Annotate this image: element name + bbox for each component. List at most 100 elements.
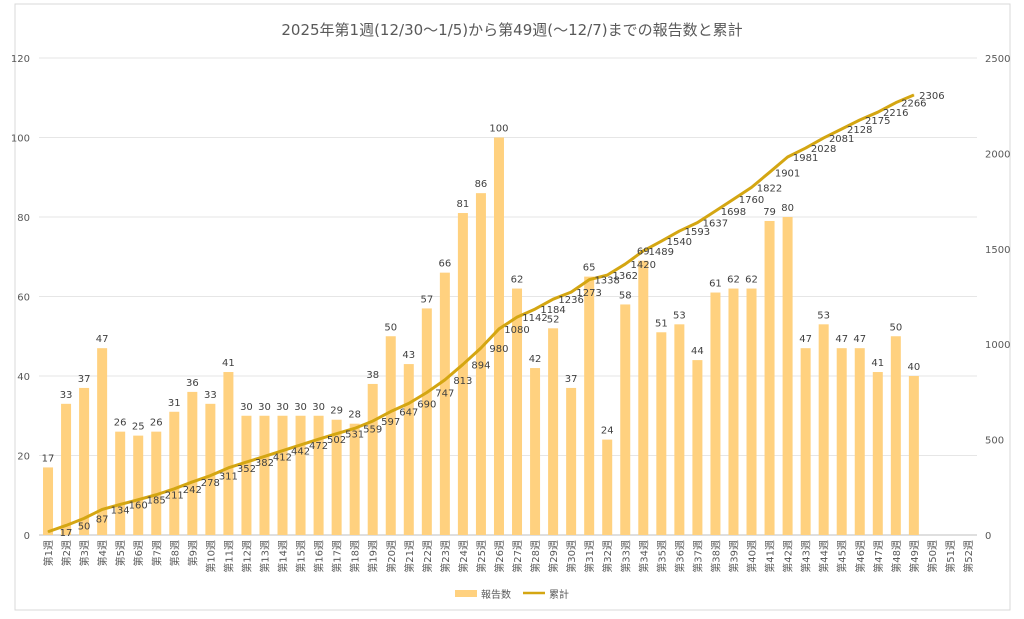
bar: [890, 336, 901, 535]
x-tick-label: 第41週: [764, 540, 777, 573]
bar: [187, 391, 198, 535]
line-point: [498, 328, 500, 330]
chart-title: 2025年第1週(12/30〜1/5)から第49週(〜12/7)までの報告数と累…: [281, 21, 742, 39]
bar-data-label: 42: [529, 354, 542, 365]
line-data-label: 134: [111, 505, 130, 516]
x-tick-label: 第25週: [475, 540, 488, 573]
bar: [656, 332, 667, 535]
line-point: [678, 230, 680, 232]
bar-data-label: 30: [240, 402, 253, 413]
bar: [728, 288, 739, 535]
line-point: [300, 444, 302, 446]
x-tick-label: 第35週: [655, 540, 668, 573]
bar: [620, 304, 631, 535]
bar: [475, 193, 486, 535]
x-tick-label: 第3週: [78, 540, 91, 566]
bar: [43, 467, 54, 535]
bar-data-label: 33: [60, 390, 73, 401]
bar-data-label: 33: [204, 390, 217, 401]
line-data-label: 50: [78, 521, 91, 532]
line-data-label: 1901: [775, 168, 800, 179]
line-data-label: 1637: [703, 219, 728, 230]
line-point: [426, 391, 428, 393]
line-data-label: 647: [399, 408, 418, 419]
bar-data-label: 51: [655, 318, 668, 329]
line-point: [769, 171, 771, 173]
x-tick-label: 第7週: [150, 540, 163, 566]
bar-data-label: 31: [168, 398, 181, 409]
x-tick-label: 第14週: [277, 540, 290, 573]
line-point: [263, 455, 265, 457]
bar: [97, 348, 108, 535]
x-tick-label: 第18週: [349, 540, 362, 573]
bar: [385, 336, 396, 535]
line-data-label: 1273: [576, 288, 601, 299]
bar: [439, 272, 450, 535]
bar: [692, 360, 703, 535]
bar-data-label: 65: [583, 263, 596, 274]
line-data-label: 2216: [883, 108, 908, 119]
bar-data-label: 47: [835, 334, 848, 345]
y-right-tick-label: 1000: [985, 340, 1010, 351]
line-data-label: 502: [327, 435, 346, 446]
bar: [403, 364, 414, 535]
bar: [764, 220, 775, 535]
bar-data-label: 61: [709, 279, 722, 290]
x-tick-label: 第9週: [186, 540, 199, 566]
line-point: [137, 499, 139, 501]
bar: [61, 403, 72, 535]
x-tick-label: 第42週: [782, 540, 795, 573]
bar: [151, 431, 162, 535]
line-point: [877, 111, 879, 113]
line-data-label: 1540: [667, 237, 692, 248]
line-data-label: 1760: [739, 195, 764, 206]
line-point: [336, 433, 338, 435]
line-data-label: 1822: [757, 183, 782, 194]
x-tick-label: 第31週: [583, 540, 596, 573]
line-data-label: 87: [96, 514, 109, 525]
bar-data-label: 26: [150, 418, 163, 429]
bar: [854, 348, 865, 535]
legend-label-cumulative: 累計: [549, 588, 569, 601]
line-data-label: 1236: [558, 295, 583, 306]
x-tick-label: 第1週: [42, 540, 55, 566]
bar: [836, 348, 847, 535]
line-point: [534, 308, 536, 310]
line-point: [444, 379, 446, 381]
legend: 報告数 累計: [455, 588, 569, 601]
line-data-label: 442: [291, 447, 310, 458]
line-data-label: 211: [165, 491, 184, 502]
x-tick-label: 第16週: [313, 540, 326, 573]
y-right-tick-label: 0: [985, 531, 991, 542]
bar: [566, 387, 577, 535]
bar-data-label: 36: [186, 378, 199, 389]
bar: [493, 137, 504, 535]
bar-data-label: 47: [799, 334, 812, 345]
x-tick-label: 第37週: [691, 540, 704, 573]
line-point: [805, 147, 807, 149]
x-tick-label: 第49週: [908, 540, 921, 573]
x-tick-label: 第13週: [258, 540, 271, 573]
x-tick-label: 第2週: [60, 540, 73, 566]
y-left-tick-label: 0: [24, 531, 30, 542]
bar-data-label: 52: [547, 314, 560, 325]
bar-data-label: 28: [348, 410, 361, 421]
line-point: [895, 102, 897, 104]
bar: [349, 423, 360, 535]
bar-data-label: 41: [871, 358, 884, 369]
line-data-label: 813: [453, 376, 472, 387]
bar: [818, 324, 829, 535]
bar: [710, 292, 721, 535]
bar-data-label: 26: [114, 418, 127, 429]
line-data-label: 1981: [793, 153, 818, 164]
line-point: [841, 128, 843, 130]
line-point: [462, 363, 464, 365]
line-point: [318, 438, 320, 440]
line-data-label: 1489: [649, 247, 674, 258]
bar-data-label: 79: [763, 207, 776, 218]
x-tick-label: 第52週: [962, 540, 975, 573]
bar-data-label: 62: [745, 275, 758, 286]
bar: [800, 348, 811, 535]
line-data-label: 2306: [919, 91, 944, 102]
